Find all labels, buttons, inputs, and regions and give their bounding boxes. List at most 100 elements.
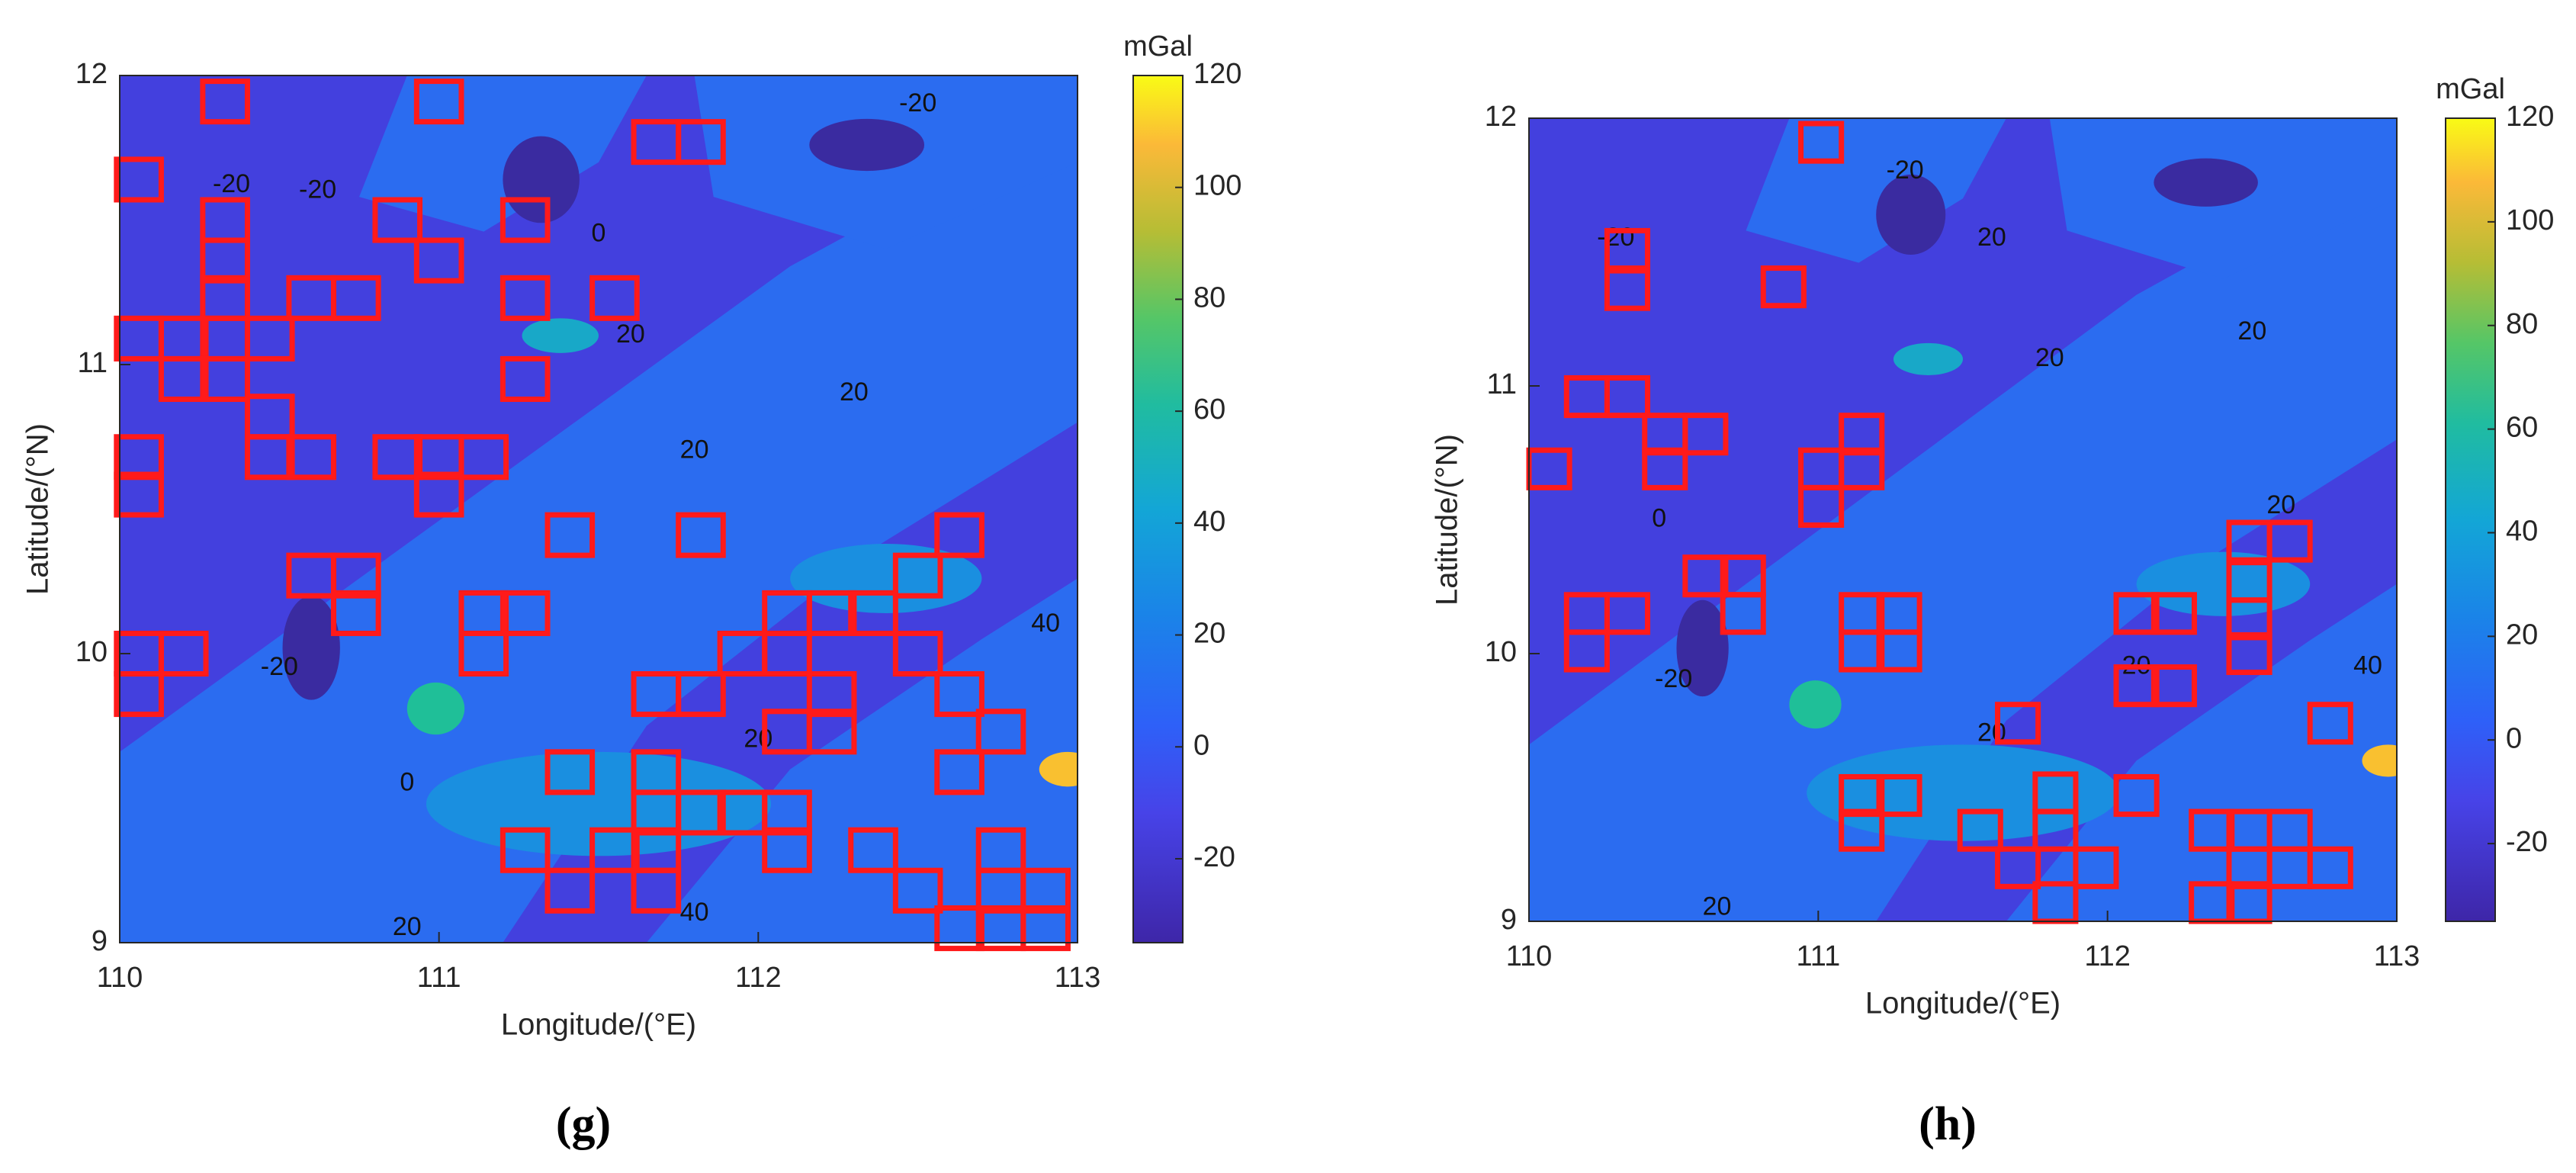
x-axis-label: Longitude/(°E) [1865, 987, 2060, 1020]
selected-cell [372, 197, 423, 243]
contour-label: 20 [680, 435, 709, 464]
contour-label: -20 [261, 652, 298, 681]
selected-cell [158, 630, 209, 677]
selected-cell [1876, 773, 1922, 818]
x-tick-label: 112 [735, 962, 782, 994]
x-tick-label: 110 [97, 962, 143, 994]
selected-cell [499, 355, 551, 402]
selected-cell [848, 590, 898, 636]
selected-cell [892, 867, 943, 914]
selected-cell [631, 867, 682, 914]
selected-cell [1839, 413, 1885, 456]
x-axis-label: Longitude/(°E) [501, 1008, 696, 1042]
selected-cell [676, 512, 726, 558]
selected-cell [2189, 808, 2235, 852]
selected-cell [1798, 121, 1845, 164]
selected-cell [331, 590, 381, 636]
y-axis-label: Latitude/(°N) [1431, 434, 1464, 606]
y-tick-label: 10 [75, 636, 108, 668]
selected-cell [975, 709, 1026, 755]
selected-cell [934, 671, 984, 718]
contour-label: 0 [592, 218, 606, 247]
x-tick-label: 112 [2084, 940, 2131, 972]
selected-cell [114, 434, 164, 480]
selected-cell [372, 434, 423, 480]
selected-cell [806, 709, 857, 755]
colorbar-tick-label: 60 [1193, 394, 1225, 426]
contour-label: -20 [1887, 156, 1924, 185]
colorbar-tick-label: -20 [2506, 826, 2548, 858]
selected-cell [1957, 808, 2003, 852]
colorbar-tick-label: 0 [2506, 722, 2522, 754]
x-tick-label: 110 [1506, 940, 1553, 972]
selected-cell [544, 749, 596, 795]
plot-frame [1528, 117, 2398, 922]
colorbar-tick-label: 80 [2506, 308, 2538, 340]
colorbar-tick-label: 40 [1193, 506, 1225, 538]
selected-cell [2266, 519, 2313, 563]
colorbar-tick-label: 100 [2506, 204, 2554, 236]
contour-label: 20 [2237, 317, 2266, 345]
colorbar [2445, 117, 2496, 922]
contour-label: 20 [616, 320, 645, 349]
selected-cell [244, 315, 295, 362]
y-tick-label: 11 [78, 347, 108, 379]
selected-cell [1682, 413, 1729, 456]
selected-cell [1839, 629, 1885, 673]
selected-cell [200, 237, 250, 284]
selected-cell [762, 630, 812, 677]
selected-cell [762, 789, 812, 836]
y-tick-label: 9 [1501, 904, 1517, 936]
colorbar-label: mGal [1123, 31, 1193, 63]
selected-cell [762, 827, 812, 873]
selected-cell [934, 512, 984, 558]
colorbar-label: mGal [2436, 73, 2505, 105]
selected-cell [200, 355, 250, 402]
colorbar-tick-label: 60 [2506, 412, 2538, 444]
selected-cell [114, 471, 164, 518]
selected-cell [589, 827, 640, 873]
contour-label: 20 [1703, 892, 1732, 921]
contour-label: 20 [744, 725, 772, 754]
contour-label: 20 [2035, 343, 2064, 372]
selected-cell [1642, 447, 1688, 490]
selected-cell [200, 79, 250, 125]
selected-cell [331, 275, 381, 321]
selected-cell [158, 355, 209, 402]
selected-cell [413, 471, 464, 518]
y-tick-label: 10 [1485, 636, 1517, 668]
contour-label: 40 [2353, 651, 2382, 680]
selected-cell [499, 275, 551, 321]
selected-cell [458, 434, 509, 480]
colorbar [1132, 75, 1184, 943]
selected-cell [806, 671, 857, 718]
selected-cell [2032, 808, 2079, 852]
colorbar-tick-label: 120 [1193, 58, 1241, 90]
contour-label: -20 [1655, 664, 1692, 693]
y-tick-label: 12 [75, 58, 108, 90]
selected-cell [2113, 592, 2160, 635]
x-tick-label: 113 [2374, 940, 2420, 972]
plot-area: -20 -20 20 0 -20 20 20 -20 40 20 0 20 40 [114, 79, 1071, 952]
x-tick-label: 113 [1055, 962, 1101, 994]
selected-cell [676, 119, 726, 166]
y-tick-label: 11 [1487, 368, 1517, 400]
selected-cell [499, 197, 551, 243]
colorbar-tick-label: 40 [2506, 516, 2538, 548]
selected-cell [2150, 664, 2197, 708]
contour-label: -20 [1597, 223, 1634, 252]
selected-cell [114, 671, 164, 718]
selected-cell [413, 237, 464, 284]
contour-label: 40 [1031, 609, 1060, 638]
contour-label: 20 [840, 378, 869, 407]
selected-cell [544, 867, 596, 914]
selected-cell [286, 434, 337, 480]
selected-cell [806, 590, 857, 636]
panel-label: (h) [1919, 1098, 1977, 1150]
contour-label: 20 [2266, 490, 2295, 519]
plot-frame [119, 75, 1078, 943]
selected-cell [1876, 629, 1922, 673]
selected-cell [1020, 867, 1071, 914]
